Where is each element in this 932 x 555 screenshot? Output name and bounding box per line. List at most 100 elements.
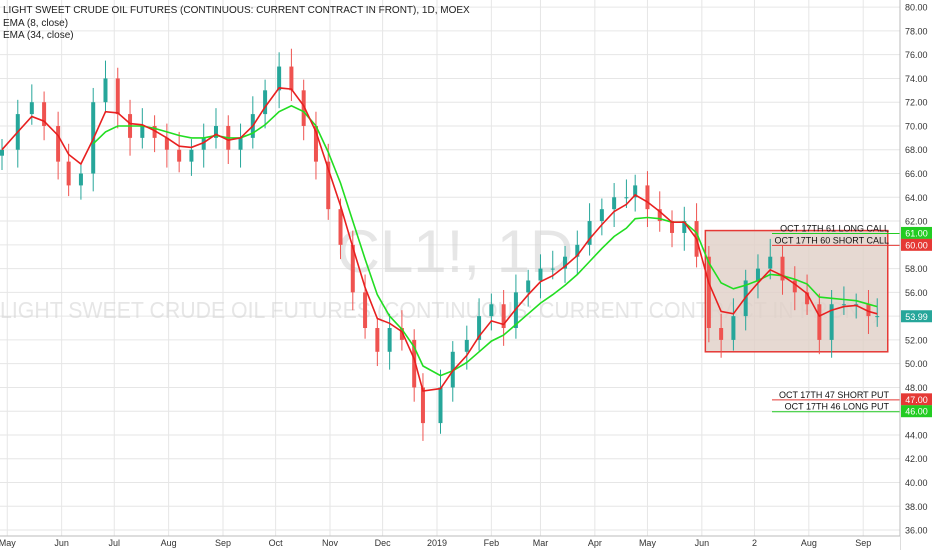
candle-body bbox=[350, 244, 355, 293]
candle-body bbox=[633, 185, 638, 198]
candle-body bbox=[670, 221, 675, 233]
y-tick-label: 74.00 bbox=[905, 74, 928, 84]
candle-body bbox=[326, 161, 331, 210]
candle-body bbox=[363, 292, 368, 329]
candle-body bbox=[289, 66, 294, 91]
y-tick-label: 70.00 bbox=[905, 121, 928, 131]
candle-body bbox=[780, 256, 785, 281]
candle-body bbox=[263, 90, 268, 115]
candle-body bbox=[624, 197, 629, 199]
candle-body bbox=[42, 102, 47, 126]
candle-body bbox=[489, 304, 494, 317]
chart-title: LIGHT SWEET CRUDE OIL FUTURES (CONTINUOU… bbox=[3, 5, 470, 16]
price-badge bbox=[901, 238, 932, 251]
strike-label: OCT 17TH 61 LONG CALL bbox=[780, 223, 889, 233]
candle-body bbox=[213, 125, 218, 138]
x-tick-label: May bbox=[639, 538, 657, 548]
y-tick-label: 48.00 bbox=[905, 383, 928, 393]
ema-34-legend[interactable]: EMA (34, close) bbox=[3, 30, 74, 41]
candle-body bbox=[805, 292, 810, 305]
time-axis[interactable]: May Jun Jul Aug Sep Oct Nov Dec 2019 Feb Mar Apr May… bbox=[0, 538, 871, 548]
price-badge-text: 46.00 bbox=[905, 407, 928, 417]
candle-body bbox=[189, 149, 194, 162]
price-badge bbox=[901, 310, 932, 323]
candle-body bbox=[438, 387, 443, 424]
candle-body bbox=[277, 66, 282, 91]
y-tick-label: 64.00 bbox=[905, 193, 928, 203]
x-tick-label: Sep bbox=[855, 538, 871, 548]
candle-body bbox=[238, 137, 243, 150]
candle-body bbox=[719, 328, 724, 340]
candle-body bbox=[550, 268, 555, 270]
candle-body bbox=[177, 149, 182, 162]
candle-body bbox=[103, 78, 108, 103]
candle-body bbox=[399, 328, 404, 340]
y-tick-label: 42.00 bbox=[905, 454, 928, 464]
y-tick-label: 62.00 bbox=[905, 217, 928, 227]
price-badge-text: 61.00 bbox=[905, 228, 928, 238]
candle-body bbox=[420, 387, 425, 424]
strike-label: OCT 17TH 60 SHORT CALL bbox=[774, 235, 889, 245]
price-badge-text: 60.00 bbox=[905, 240, 928, 250]
x-tick-label: Aug bbox=[801, 538, 817, 548]
candle-body bbox=[152, 125, 157, 138]
ema-34-line bbox=[92, 104, 878, 377]
candle-body bbox=[538, 268, 543, 281]
x-tick-label: Nov bbox=[322, 538, 339, 548]
candle-body bbox=[645, 185, 650, 210]
price-badge-text: 47.00 bbox=[905, 395, 928, 405]
candle-body bbox=[575, 244, 580, 257]
candle-body bbox=[599, 209, 604, 222]
candle-body bbox=[875, 316, 880, 318]
strike-label: OCT 17TH 47 SHORT PUT bbox=[779, 390, 890, 400]
ema-8-legend[interactable]: EMA (8, close) bbox=[3, 18, 68, 29]
strike-label: OCT 17TH 46 LONG PUT bbox=[785, 402, 890, 412]
x-tick-label: Jun bbox=[695, 538, 710, 548]
candle-body bbox=[501, 304, 506, 329]
candle-body bbox=[56, 125, 61, 162]
candle-body bbox=[526, 280, 531, 293]
price-badge bbox=[901, 226, 932, 239]
candle-body bbox=[731, 316, 736, 340]
price-axis[interactable]: 80.00 78.00 76.00 74.00 72.00 70.00 68.00 66.00… bbox=[905, 3, 928, 536]
x-tick-label: Jul bbox=[108, 538, 120, 548]
y-tick-label: 76.00 bbox=[905, 50, 928, 60]
y-tick-label: 68.00 bbox=[905, 145, 928, 155]
ema-8-line bbox=[1, 87, 878, 392]
candle-body bbox=[706, 256, 711, 329]
y-tick-label: 50.00 bbox=[905, 359, 928, 369]
candle-body bbox=[829, 304, 834, 340]
candle-body bbox=[450, 351, 455, 388]
legend: LIGHT SWEET CRUDE OIL FUTURES (CONTINUOU… bbox=[3, 5, 470, 41]
candle-body bbox=[587, 221, 592, 245]
y-tick-label: 80.00 bbox=[905, 3, 928, 13]
candle-body bbox=[755, 268, 760, 281]
candle-body bbox=[612, 197, 617, 210]
candle-body bbox=[78, 173, 83, 186]
candle-body bbox=[563, 256, 568, 269]
candle-body bbox=[375, 328, 380, 352]
y-tick-label: 66.00 bbox=[905, 169, 928, 179]
x-tick-label: Dec bbox=[375, 538, 392, 548]
candle-body bbox=[412, 339, 417, 388]
candle-body bbox=[201, 137, 206, 150]
candle-body bbox=[817, 304, 822, 340]
time-axis-background bbox=[0, 536, 900, 550]
option-annotations: OCT 17TH 61 LONG CALL OCT 17TH 60 SHORT C… bbox=[772, 223, 900, 413]
price-badge bbox=[901, 393, 932, 406]
candle-body bbox=[66, 161, 71, 186]
price-badge-text: 53.99 bbox=[905, 312, 928, 322]
price-badges: 61.00 60.00 53.99 47.00 46.00 bbox=[901, 226, 932, 418]
candle-body bbox=[841, 304, 846, 306]
candle-body bbox=[682, 221, 687, 233]
y-tick-label: 40.00 bbox=[905, 478, 928, 488]
x-tick-label: Sep bbox=[215, 538, 231, 548]
candle-body bbox=[115, 78, 120, 115]
watermark-symbol: CL1!, 1D bbox=[337, 218, 574, 285]
y-tick-label: 58.00 bbox=[905, 264, 928, 274]
y-tick-label: 52.00 bbox=[905, 335, 928, 345]
y-tick-label: 72.00 bbox=[905, 98, 928, 108]
x-tick-label: Jun bbox=[54, 538, 69, 548]
